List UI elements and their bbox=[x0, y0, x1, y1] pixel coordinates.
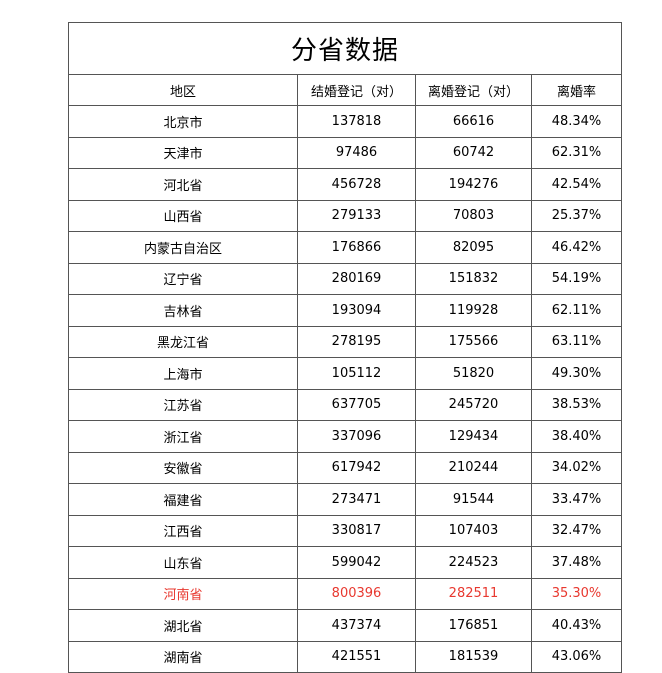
cell-divorce-rate: 62.11% bbox=[530, 294, 623, 327]
cell-divorce-count: 70803 bbox=[415, 199, 532, 232]
cell-marriage-count: 437374 bbox=[297, 609, 416, 642]
cell-divorce-rate: 35.30% bbox=[530, 577, 623, 610]
cell-divorce-rate: 62.31% bbox=[530, 136, 623, 169]
cell-divorce-count: 51820 bbox=[415, 357, 532, 390]
cell-divorce-rate: 49.30% bbox=[530, 357, 623, 390]
cell-marriage-count: 279133 bbox=[297, 199, 416, 232]
header-row: 地区 结婚登记（对） 离婚登记（对） 离婚率 bbox=[68, 74, 623, 106]
cell-divorce-count: 151832 bbox=[415, 262, 532, 295]
table-row: 内蒙古自治区 176866 82095 46.42% bbox=[68, 231, 623, 264]
cell-marriage-count: 337096 bbox=[297, 420, 416, 453]
cell-marriage-count: 278195 bbox=[297, 325, 416, 358]
cell-marriage-count: 456728 bbox=[297, 168, 416, 201]
cell-region: 吉林省 bbox=[68, 294, 298, 327]
cell-divorce-rate: 42.54% bbox=[530, 168, 623, 201]
table-row: 吉林省 193094 119928 62.11% bbox=[68, 294, 623, 327]
cell-divorce-rate: 48.34% bbox=[530, 105, 623, 138]
cell-divorce-count: 66616 bbox=[415, 105, 532, 138]
column-header-divorce: 离婚登记（对） bbox=[415, 74, 532, 106]
cell-marriage-count: 137818 bbox=[297, 105, 416, 138]
cell-marriage-count: 617942 bbox=[297, 451, 416, 484]
cell-divorce-rate: 43.06% bbox=[530, 640, 623, 673]
cell-divorce-count: 210244 bbox=[415, 451, 532, 484]
cell-region: 天津市 bbox=[68, 136, 298, 169]
cell-divorce-count: 107403 bbox=[415, 514, 532, 547]
cell-region: 福建省 bbox=[68, 483, 298, 516]
column-header-divorce-rate: 离婚率 bbox=[530, 74, 623, 106]
cell-marriage-count: 599042 bbox=[297, 546, 416, 579]
table-title: 分省数据 bbox=[67, 22, 623, 75]
cell-divorce-count: 282511 bbox=[415, 577, 532, 610]
cell-divorce-rate: 32.47% bbox=[530, 514, 623, 547]
cell-region: 山东省 bbox=[68, 546, 298, 579]
table-row: 湖南省 421551 181539 43.06% bbox=[68, 640, 623, 673]
cell-divorce-count: 194276 bbox=[415, 168, 532, 201]
cell-marriage-count: 421551 bbox=[297, 640, 416, 673]
table-row: 湖北省 437374 176851 40.43% bbox=[68, 609, 623, 642]
cell-divorce-rate: 33.47% bbox=[530, 483, 623, 516]
cell-region: 安徽省 bbox=[68, 451, 298, 484]
cell-divorce-rate: 38.40% bbox=[530, 420, 623, 453]
cell-divorce-count: 176851 bbox=[415, 609, 532, 642]
cell-marriage-count: 97486 bbox=[297, 136, 416, 169]
table-row: 北京市 137818 66616 48.34% bbox=[68, 105, 623, 138]
table-row: 山西省 279133 70803 25.37% bbox=[68, 199, 623, 232]
province-data-table: 分省数据 地区 结婚登记（对） 离婚登记（对） 离婚率 北京市 137818 666… bbox=[67, 22, 623, 673]
cell-region: 辽宁省 bbox=[68, 262, 298, 295]
cell-region: 上海市 bbox=[68, 357, 298, 390]
cell-divorce-count: 224523 bbox=[415, 546, 532, 579]
cell-marriage-count: 330817 bbox=[297, 514, 416, 547]
cell-marriage-count: 193094 bbox=[297, 294, 416, 327]
cell-divorce-rate: 25.37% bbox=[530, 199, 623, 232]
table-row: 河北省 456728 194276 42.54% bbox=[68, 168, 623, 201]
table-row: 河南省 800396 282511 35.30% bbox=[68, 577, 623, 610]
cell-divorce-count: 119928 bbox=[415, 294, 532, 327]
cell-region: 北京市 bbox=[68, 105, 298, 138]
cell-region: 浙江省 bbox=[68, 420, 298, 453]
cell-divorce-rate: 38.53% bbox=[530, 388, 623, 421]
cell-divorce-count: 82095 bbox=[415, 231, 532, 264]
cell-region: 黑龙江省 bbox=[68, 325, 298, 358]
cell-divorce-rate: 37.48% bbox=[530, 546, 623, 579]
cell-divorce-count: 245720 bbox=[415, 388, 532, 421]
cell-divorce-rate: 63.11% bbox=[530, 325, 623, 358]
column-header-marriage: 结婚登记（对） bbox=[297, 74, 416, 106]
table-row: 江苏省 637705 245720 38.53% bbox=[68, 388, 623, 421]
cell-divorce-count: 91544 bbox=[415, 483, 532, 516]
table-row: 辽宁省 280169 151832 54.19% bbox=[68, 262, 623, 295]
table-row: 上海市 105112 51820 49.30% bbox=[68, 357, 623, 390]
table-row: 山东省 599042 224523 37.48% bbox=[68, 546, 623, 579]
cell-marriage-count: 800396 bbox=[297, 577, 416, 610]
cell-marriage-count: 280169 bbox=[297, 262, 416, 295]
cell-region: 湖南省 bbox=[68, 640, 298, 673]
table-row: 福建省 273471 91544 33.47% bbox=[68, 483, 623, 516]
cell-divorce-rate: 54.19% bbox=[530, 262, 623, 295]
cell-divorce-count: 181539 bbox=[415, 640, 532, 673]
cell-divorce-rate: 34.02% bbox=[530, 451, 623, 484]
cell-region: 江苏省 bbox=[68, 388, 298, 421]
cell-region: 河北省 bbox=[68, 168, 298, 201]
cell-divorce-count: 60742 bbox=[415, 136, 532, 169]
cell-marriage-count: 176866 bbox=[297, 231, 416, 264]
table-body: 北京市 137818 66616 48.34% 天津市 97486 60742 62.31% 河… bbox=[68, 105, 623, 673]
cell-region: 河南省 bbox=[68, 577, 298, 610]
table-row: 江西省 330817 107403 32.47% bbox=[68, 514, 623, 547]
cell-region: 山西省 bbox=[68, 199, 298, 232]
cell-region: 江西省 bbox=[68, 514, 298, 547]
table-row: 安徽省 617942 210244 34.02% bbox=[68, 451, 623, 484]
table-row: 浙江省 337096 129434 38.40% bbox=[68, 420, 623, 453]
cell-marriage-count: 273471 bbox=[297, 483, 416, 516]
cell-marriage-count: 105112 bbox=[297, 357, 416, 390]
cell-marriage-count: 637705 bbox=[297, 388, 416, 421]
cell-divorce-count: 129434 bbox=[415, 420, 532, 453]
table-row: 黑龙江省 278195 175566 63.11% bbox=[68, 325, 623, 358]
cell-divorce-count: 175566 bbox=[415, 325, 532, 358]
cell-region: 内蒙古自治区 bbox=[68, 231, 298, 264]
table-row: 天津市 97486 60742 62.31% bbox=[68, 136, 623, 169]
cell-region: 湖北省 bbox=[68, 609, 298, 642]
cell-divorce-rate: 46.42% bbox=[530, 231, 623, 264]
cell-divorce-rate: 40.43% bbox=[530, 609, 623, 642]
column-header-region: 地区 bbox=[68, 74, 298, 106]
